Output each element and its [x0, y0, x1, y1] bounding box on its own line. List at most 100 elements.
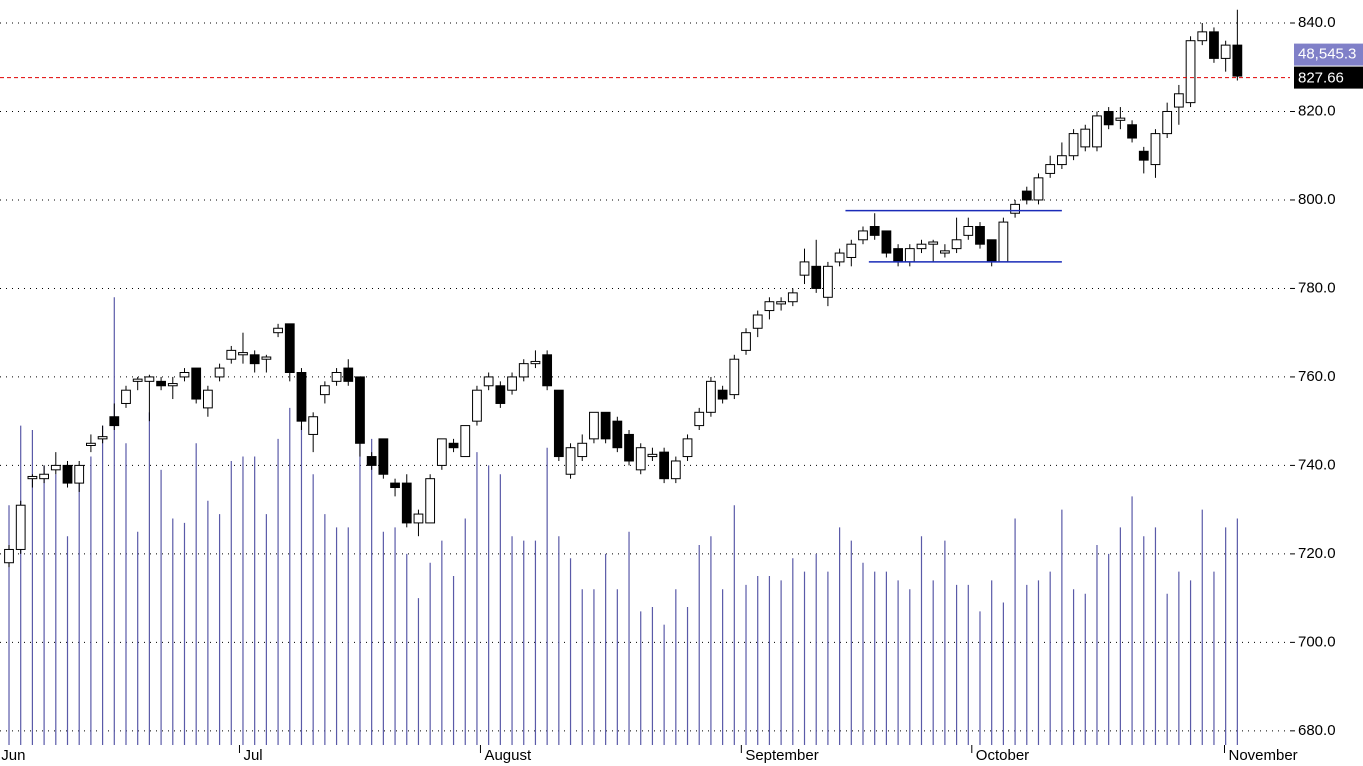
candle-body [191, 367, 202, 400]
candle-body [752, 314, 763, 329]
candle-body [472, 389, 482, 422]
x-tick-label: September [745, 747, 818, 764]
y-tick-label: 820.0 [1298, 102, 1336, 119]
candle-body [97, 436, 108, 440]
candle-body [390, 482, 400, 489]
candle-body [261, 356, 272, 360]
candle-body [1010, 203, 1020, 214]
candle-body [670, 460, 681, 480]
candle-body [612, 420, 623, 449]
y-tick-label: 780.0 [1298, 279, 1336, 296]
candle-body [1185, 40, 1196, 104]
candle-body [682, 438, 693, 458]
candle-body [565, 447, 576, 475]
candle-body [823, 265, 833, 298]
candle-body [425, 478, 436, 524]
candle-body [717, 389, 728, 400]
candle-body [1033, 177, 1044, 201]
candle-body [904, 248, 915, 263]
candle-body [238, 352, 248, 356]
candle-body [963, 226, 974, 236]
x-tick-label: November [1228, 747, 1297, 764]
candle-body [483, 376, 494, 387]
candle-body [15, 504, 26, 550]
y-tick-label: 740.0 [1298, 456, 1336, 473]
candle-body [764, 301, 775, 312]
candle-body [378, 438, 389, 475]
candle-body [694, 411, 705, 427]
candle-body [214, 367, 225, 378]
x-tick-label: Jul [243, 747, 262, 764]
candle-body [635, 447, 646, 471]
candle-body [319, 385, 330, 396]
candle-body [1220, 44, 1231, 59]
candle-body [951, 239, 962, 250]
candle-body [518, 363, 529, 378]
candle-body [940, 250, 950, 254]
candle-body [811, 265, 822, 289]
candle-body [50, 464, 61, 471]
candle-body [249, 354, 260, 365]
candle-body [647, 453, 658, 458]
y-tick-label: 840.0 [1298, 14, 1336, 31]
candle-body [507, 376, 517, 391]
candle-body [39, 473, 49, 480]
candle-body [776, 301, 786, 305]
candle-body [226, 349, 237, 360]
candle-body [834, 252, 845, 263]
candle-body [1092, 115, 1102, 148]
candle-body [308, 416, 319, 435]
y-tick-label: 680.0 [1298, 722, 1336, 739]
candle-body [448, 442, 459, 449]
candle-body [729, 358, 740, 396]
candle-body [1162, 110, 1173, 135]
candle-body [799, 261, 810, 276]
candle-body [167, 383, 178, 387]
candle-body [202, 389, 213, 409]
candle-body [1232, 44, 1243, 77]
candle-body [869, 226, 880, 236]
candle-body [589, 411, 599, 440]
candle-body [624, 433, 634, 462]
volume-label-box [1294, 43, 1363, 66]
last-price-label: 827.66 [1298, 70, 1344, 87]
candle-body [741, 332, 751, 351]
candle-body [343, 367, 354, 382]
candle-body [542, 354, 553, 387]
candle-body [787, 292, 798, 303]
x-tick-label: Jun [1, 747, 25, 764]
candle-body [1138, 150, 1149, 161]
candle-body [975, 226, 985, 245]
candle-body [1021, 190, 1032, 201]
candle-body [530, 360, 541, 365]
candle-body [1197, 31, 1208, 42]
candle-body [1150, 133, 1161, 166]
candle-body [495, 385, 506, 404]
candle-body [296, 372, 307, 422]
y-tick-label: 760.0 [1298, 368, 1336, 385]
candle-body [1045, 164, 1056, 174]
candle-body [928, 241, 939, 245]
x-tick-label: August [484, 747, 532, 764]
candle-body [893, 248, 903, 263]
candle-body [600, 411, 611, 440]
candle-body [179, 372, 190, 378]
candle-body [366, 456, 377, 466]
candle-body [355, 376, 365, 444]
candle-body [109, 416, 120, 427]
candle-body [273, 327, 283, 334]
candle-body [62, 464, 73, 484]
candle-body [858, 230, 868, 241]
candle-body [1115, 117, 1126, 121]
last-price-box [1294, 66, 1363, 89]
candle-body [413, 513, 424, 524]
candle-body [1209, 31, 1219, 59]
candle-body [846, 243, 857, 258]
candle-body [401, 482, 412, 524]
candle-body [460, 425, 471, 458]
candle-body [916, 243, 927, 250]
candle-body [659, 451, 670, 480]
candle-body [74, 464, 85, 484]
